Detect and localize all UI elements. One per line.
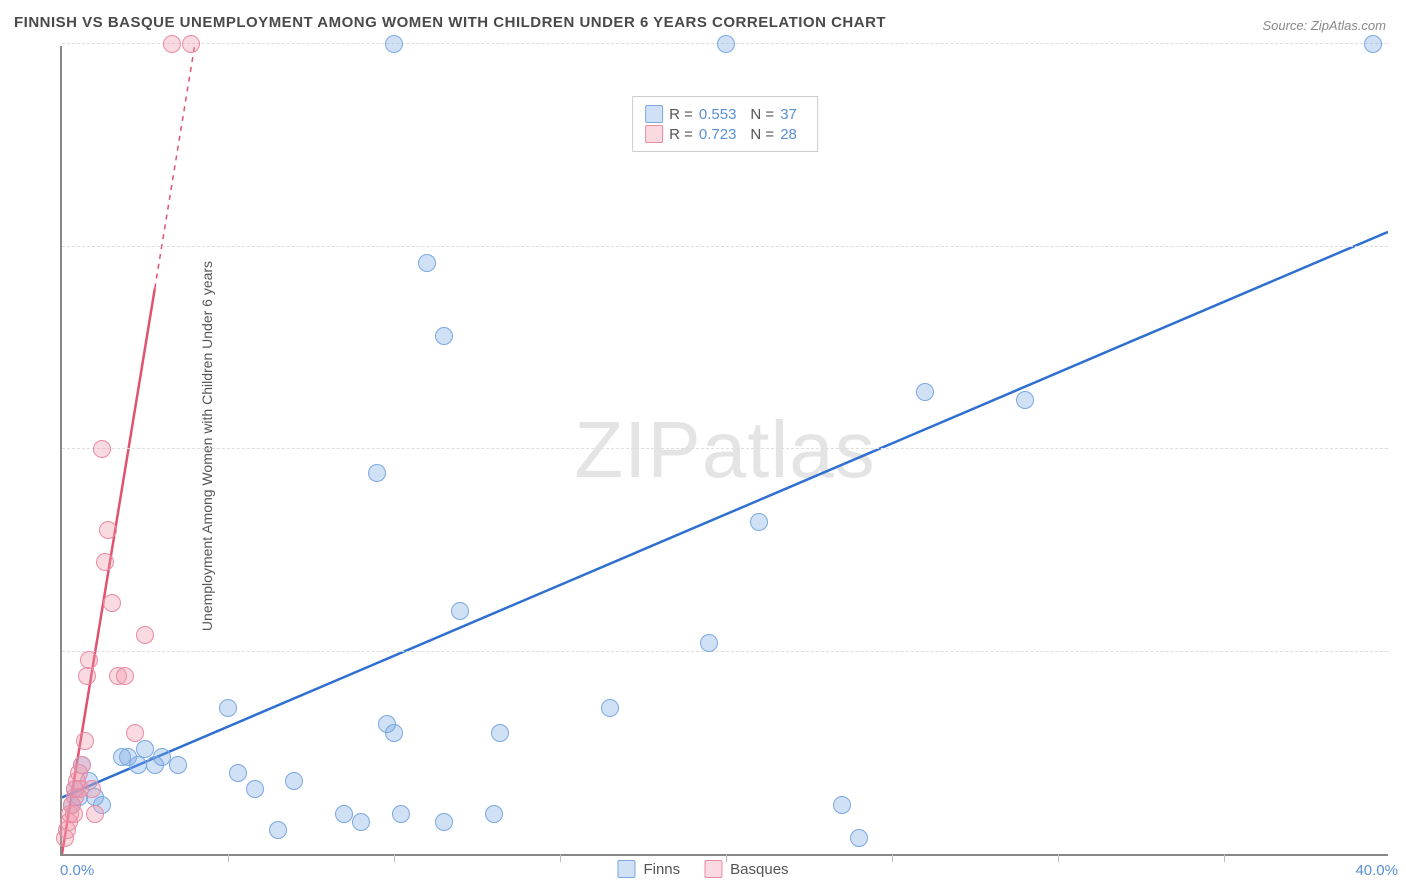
data-point-basques [83, 780, 101, 798]
data-point-finns [451, 602, 469, 620]
legend-label: Finns [643, 861, 680, 878]
data-point-finns [229, 764, 247, 782]
data-point-basques [65, 805, 83, 823]
swatch-finn-icon [617, 860, 635, 878]
x-tick-minor [1058, 854, 1059, 862]
data-point-basques [182, 35, 200, 53]
data-point-finns [435, 327, 453, 345]
data-point-basques [78, 667, 96, 685]
legend-series: Finns Basques [617, 860, 788, 878]
data-point-basques [99, 521, 117, 539]
data-point-basques [86, 805, 104, 823]
x-tick-minor [892, 854, 893, 862]
data-point-finns [491, 724, 509, 742]
data-point-finns [169, 756, 187, 774]
data-point-finns [717, 35, 735, 53]
legend-item-finns: Finns [617, 860, 680, 878]
data-point-basques [93, 440, 111, 458]
data-point-finns [219, 699, 237, 717]
data-point-finns [1016, 391, 1034, 409]
swatch-basque-icon [645, 125, 663, 143]
data-point-finns [129, 756, 147, 774]
x-tick-minor [560, 854, 561, 862]
x-tick-minor [394, 854, 395, 862]
legend-stats-row-basques: R = 0.723 N = 28 [645, 125, 805, 143]
data-point-finns [601, 699, 619, 717]
data-point-finns [750, 513, 768, 531]
data-point-basques [103, 594, 121, 612]
x-axis-end-label: 40.0% [1355, 862, 1398, 879]
y-tick-label: 50.0% [1398, 441, 1406, 458]
watermark-part-b: atlas [702, 405, 876, 494]
data-point-finns [850, 829, 868, 847]
data-point-finns [335, 805, 353, 823]
r-label: R = [669, 126, 693, 143]
swatch-finn-icon [645, 105, 663, 123]
data-point-finns [700, 634, 718, 652]
data-point-basques [126, 724, 144, 742]
data-point-basques [163, 35, 181, 53]
origin-tick-label: 0.0% [60, 862, 94, 879]
data-point-finns [916, 383, 934, 401]
data-point-finns [385, 724, 403, 742]
data-point-finns [435, 813, 453, 831]
plot-area: ZIPatlas R = 0.553 N = 37 R = 0.723 N = … [60, 46, 1388, 856]
n-value: 28 [780, 126, 797, 143]
chart-title: FINNISH VS BASQUE UNEMPLOYMENT AMONG WOM… [14, 14, 886, 31]
source-value: ZipAtlas.com [1311, 18, 1386, 33]
source-attribution: Source: ZipAtlas.com [1262, 18, 1386, 33]
legend-label: Basques [730, 861, 788, 878]
data-point-basques [76, 732, 94, 750]
data-point-finns [352, 813, 370, 831]
data-point-finns [385, 35, 403, 53]
y-tick-label: 100.0% [1398, 36, 1406, 53]
data-point-finns [269, 821, 287, 839]
legend-stats-row-finns: R = 0.553 N = 37 [645, 105, 805, 123]
r-value: 0.723 [699, 126, 737, 143]
n-value: 37 [780, 106, 797, 123]
n-label: N = [750, 106, 774, 123]
gridline-horizontal [62, 246, 1388, 247]
data-point-basques [73, 756, 91, 774]
data-point-basques [116, 667, 134, 685]
watermark: ZIPatlas [574, 404, 875, 496]
data-point-finns [1364, 35, 1382, 53]
data-point-finns [418, 254, 436, 272]
y-tick-label: 75.0% [1398, 239, 1406, 256]
r-value: 0.553 [699, 106, 737, 123]
data-point-basques [80, 651, 98, 669]
data-point-finns [285, 772, 303, 790]
watermark-part-a: ZIP [574, 405, 701, 494]
data-point-finns [246, 780, 264, 798]
n-label: N = [750, 126, 774, 143]
data-point-finns [833, 796, 851, 814]
chart-container: FINNISH VS BASQUE UNEMPLOYMENT AMONG WOM… [0, 0, 1406, 892]
x-tick-minor [228, 854, 229, 862]
gridline-horizontal [62, 651, 1388, 652]
data-point-finns [153, 748, 171, 766]
y-tick-label: 25.0% [1398, 644, 1406, 661]
data-point-finns [136, 740, 154, 758]
r-label: R = [669, 106, 693, 123]
data-point-finns [392, 805, 410, 823]
legend-item-basques: Basques [704, 860, 788, 878]
x-tick-minor [1224, 854, 1225, 862]
swatch-basque-icon [704, 860, 722, 878]
data-point-finns [485, 805, 503, 823]
source-label: Source: [1262, 18, 1310, 33]
data-point-finns [368, 464, 386, 482]
data-point-basques [136, 626, 154, 644]
legend-stats: R = 0.553 N = 37 R = 0.723 N = 28 [632, 96, 818, 152]
data-point-basques [96, 553, 114, 571]
gridline-horizontal [62, 448, 1388, 449]
